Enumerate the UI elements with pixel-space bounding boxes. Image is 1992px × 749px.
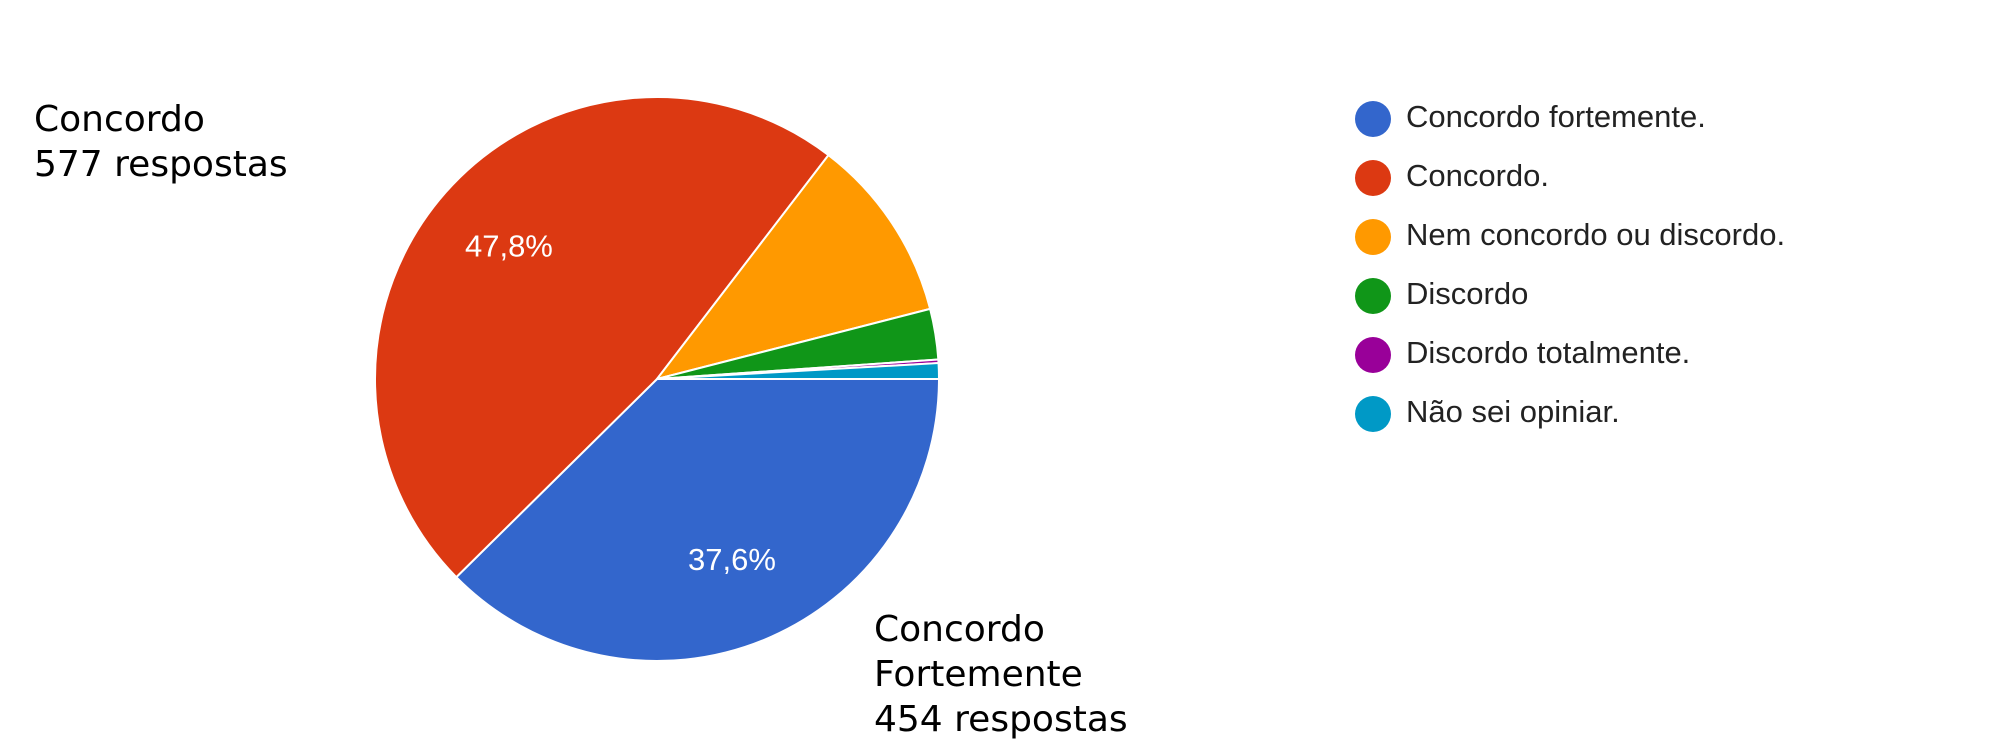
annotation: Fortemente — [874, 654, 1083, 695]
legend-label: Concordo. — [1406, 158, 1549, 193]
legend-label: Concordo fortemente. — [1406, 99, 1706, 134]
pie-slice — [374, 96, 830, 579]
data-label: 37,6% — [688, 542, 776, 577]
legend-swatch — [1355, 278, 1391, 314]
annotation: 454 respostas — [874, 699, 1128, 740]
legend-swatch — [1355, 396, 1391, 432]
legend-label: Não sei opiniar. — [1406, 394, 1620, 429]
legend-swatch — [1355, 337, 1391, 373]
legend-label: Discordo totalmente. — [1406, 335, 1690, 370]
annotation: Concordo — [34, 99, 205, 140]
annotation: Concordo — [874, 609, 1045, 650]
legend-label: Nem concordo ou discordo. — [1406, 217, 1785, 252]
data-label: 47,8% — [465, 229, 553, 264]
annotation: 577 respostas — [34, 144, 288, 185]
legend-label: Discordo — [1406, 276, 1528, 311]
legend-swatch — [1355, 219, 1391, 255]
legend-swatch — [1355, 160, 1391, 196]
pie-slice — [454, 378, 941, 662]
legend-swatch — [1355, 101, 1391, 137]
pie-slice — [654, 153, 932, 381]
pie-slice — [656, 362, 941, 380]
